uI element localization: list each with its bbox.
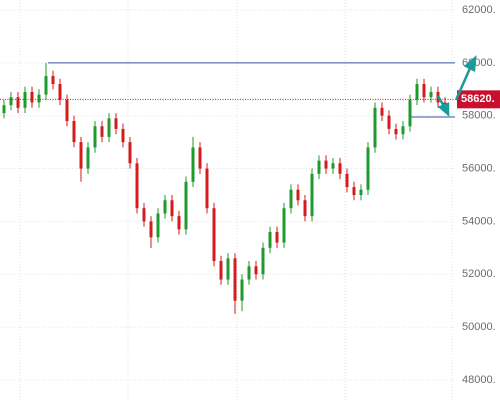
candle-body [9,97,13,106]
price-tag-label: 58620. [461,93,495,105]
candle-body [226,258,230,280]
candle-body [44,76,48,95]
candle-body [254,266,258,275]
candle-body [303,200,307,217]
plot: 48000.50000.52000.54000.56000.58000.6000… [0,4,500,386]
candle-body [184,181,188,230]
y-tick-label: 62000. [462,4,496,16]
y-tick-label: 58000. [462,110,496,122]
candle-body [191,147,195,182]
candle-body [2,105,6,114]
candle-body [198,147,202,169]
candle-body [275,231,279,243]
candle-body [296,189,300,201]
candle-body [352,187,356,195]
up-arrow-head [463,54,477,72]
candle-body [205,168,209,209]
y-tick-label: 54000. [462,215,496,227]
candle-body [86,147,90,169]
candle-body [233,258,237,301]
candle-body [240,279,244,301]
up-arrow [454,65,473,101]
candle-body [65,99,69,122]
candle-body [422,84,426,98]
candle-body [247,266,251,280]
candle-body [338,163,342,174]
candle-body [114,118,118,129]
trend-arrows [436,54,477,117]
candle-body [37,94,41,103]
candle-body [261,247,265,275]
candle-body [51,76,55,85]
candle-body [373,107,377,148]
candle-body [142,208,146,222]
candle-body [408,99,412,127]
candle-body [135,163,139,209]
candle-body [317,160,321,174]
candle-body [121,128,125,143]
price-tag [457,90,500,109]
candle-body [156,213,160,238]
down-arrow-head [437,102,450,117]
candle-body [289,189,293,209]
candle-body [149,221,153,238]
candle-body [380,107,384,116]
candle-body [30,91,34,103]
candle-body [93,126,97,148]
y-tick-label: 50000. [462,321,496,333]
candle-body [415,84,419,100]
candle-body [282,208,286,243]
candle-body [212,208,216,262]
y-tick-label: 48000. [462,374,496,386]
candle-body [429,91,433,98]
candle-body [100,126,104,137]
candle-body [163,200,167,214]
candle-body [359,189,363,195]
y-tick-label: 56000. [462,162,496,174]
candle-body [170,200,174,217]
candle-body [107,118,111,137]
candle-body [310,173,314,217]
candle-body [387,115,391,129]
candle-body [324,160,328,169]
candle-body [23,91,27,108]
y-tick-label: 52000. [462,268,496,280]
candle-body [58,84,62,100]
candle-body [219,261,223,280]
candle-body [128,142,132,164]
candle-body [401,126,405,135]
candle-body [394,128,398,135]
candle-body [79,142,83,169]
candle-body [16,97,20,108]
candle-body [345,173,349,188]
candle-body [72,121,76,143]
candle-body [366,147,370,190]
candle-body [177,216,181,230]
candle-body [331,163,335,169]
candle-body [268,231,272,248]
